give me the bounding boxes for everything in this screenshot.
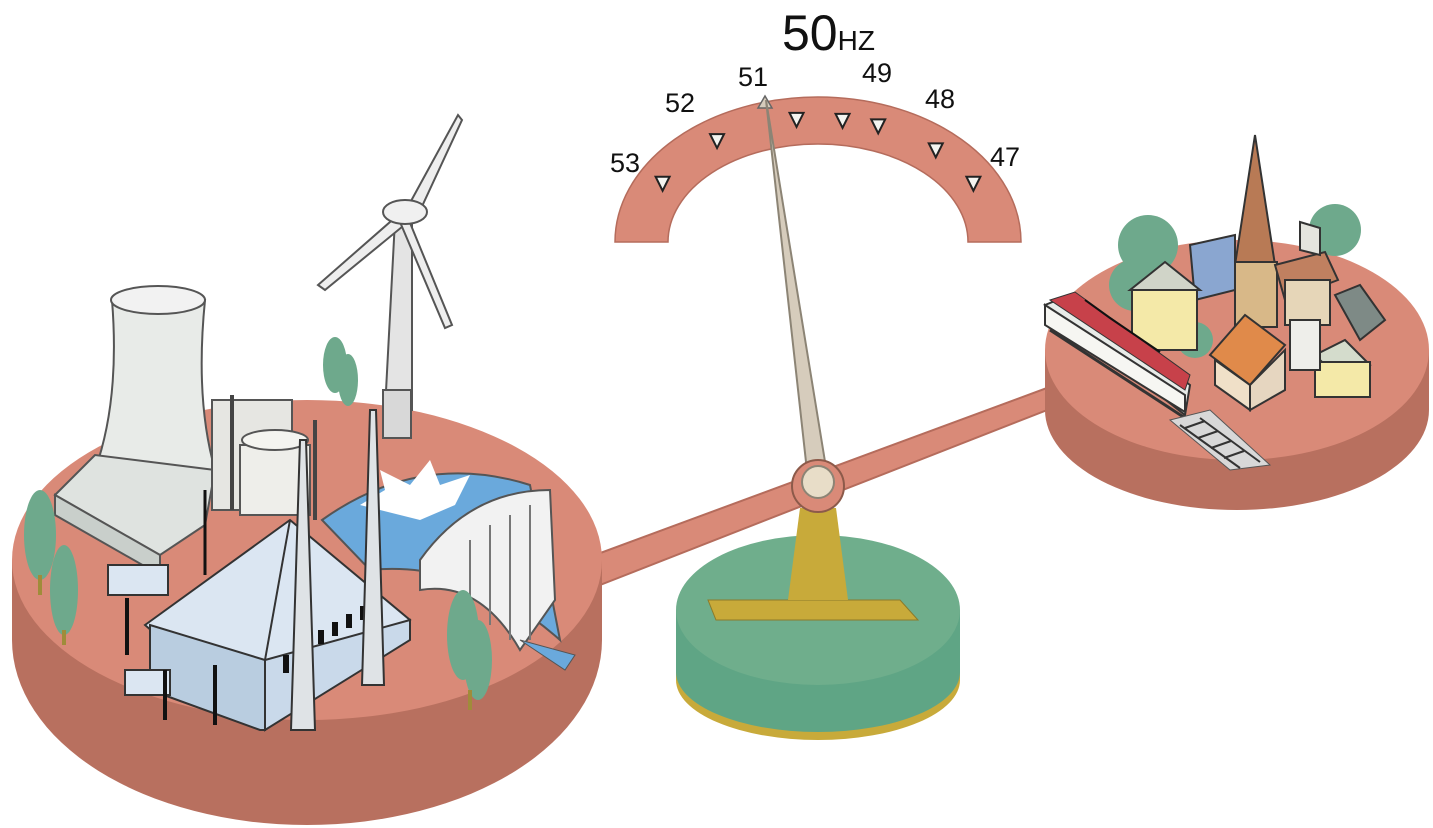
wind-turbine (316, 113, 464, 439)
frequency-title: 50HZ (782, 4, 875, 62)
tick-marker-48 (927, 142, 945, 160)
frequency-scale-arc (614, 96, 1022, 243)
chimney-right (360, 409, 386, 686)
needle-tip-marker (756, 94, 774, 109)
balance-base (676, 508, 960, 740)
tick-marker-49 (869, 118, 887, 136)
tick-marker-50 (833, 112, 852, 131)
frequency-value: 50 (782, 5, 838, 61)
railway-track (1168, 409, 1272, 471)
cooling-tower (53, 285, 217, 577)
chimney-left (289, 439, 317, 731)
tick-marker-47 (964, 175, 983, 193)
tick-label-49: 49 (862, 58, 892, 88)
tree-group-left (24, 337, 492, 710)
frequency-unit: HZ (837, 25, 875, 56)
tick-marker-52 (708, 133, 726, 151)
tick-marker-51 (787, 111, 806, 130)
train (1043, 291, 1192, 420)
power-generation-platform (12, 113, 602, 825)
tick-label-53: 53 (610, 148, 640, 178)
frequency-needle (765, 99, 830, 481)
frequency-ticks: 53 52 51 49 48 47 (610, 58, 1020, 193)
consumer-town-platform (1043, 134, 1429, 510)
houses (1127, 220, 1387, 412)
tick-label-47: 47 (990, 142, 1020, 172)
hydro-dam (320, 460, 576, 671)
tick-label-48: 48 (925, 84, 955, 114)
tick-label-52: 52 (665, 88, 695, 118)
tick-label-51: 51 (738, 62, 768, 92)
tick-marker-53 (653, 175, 672, 193)
